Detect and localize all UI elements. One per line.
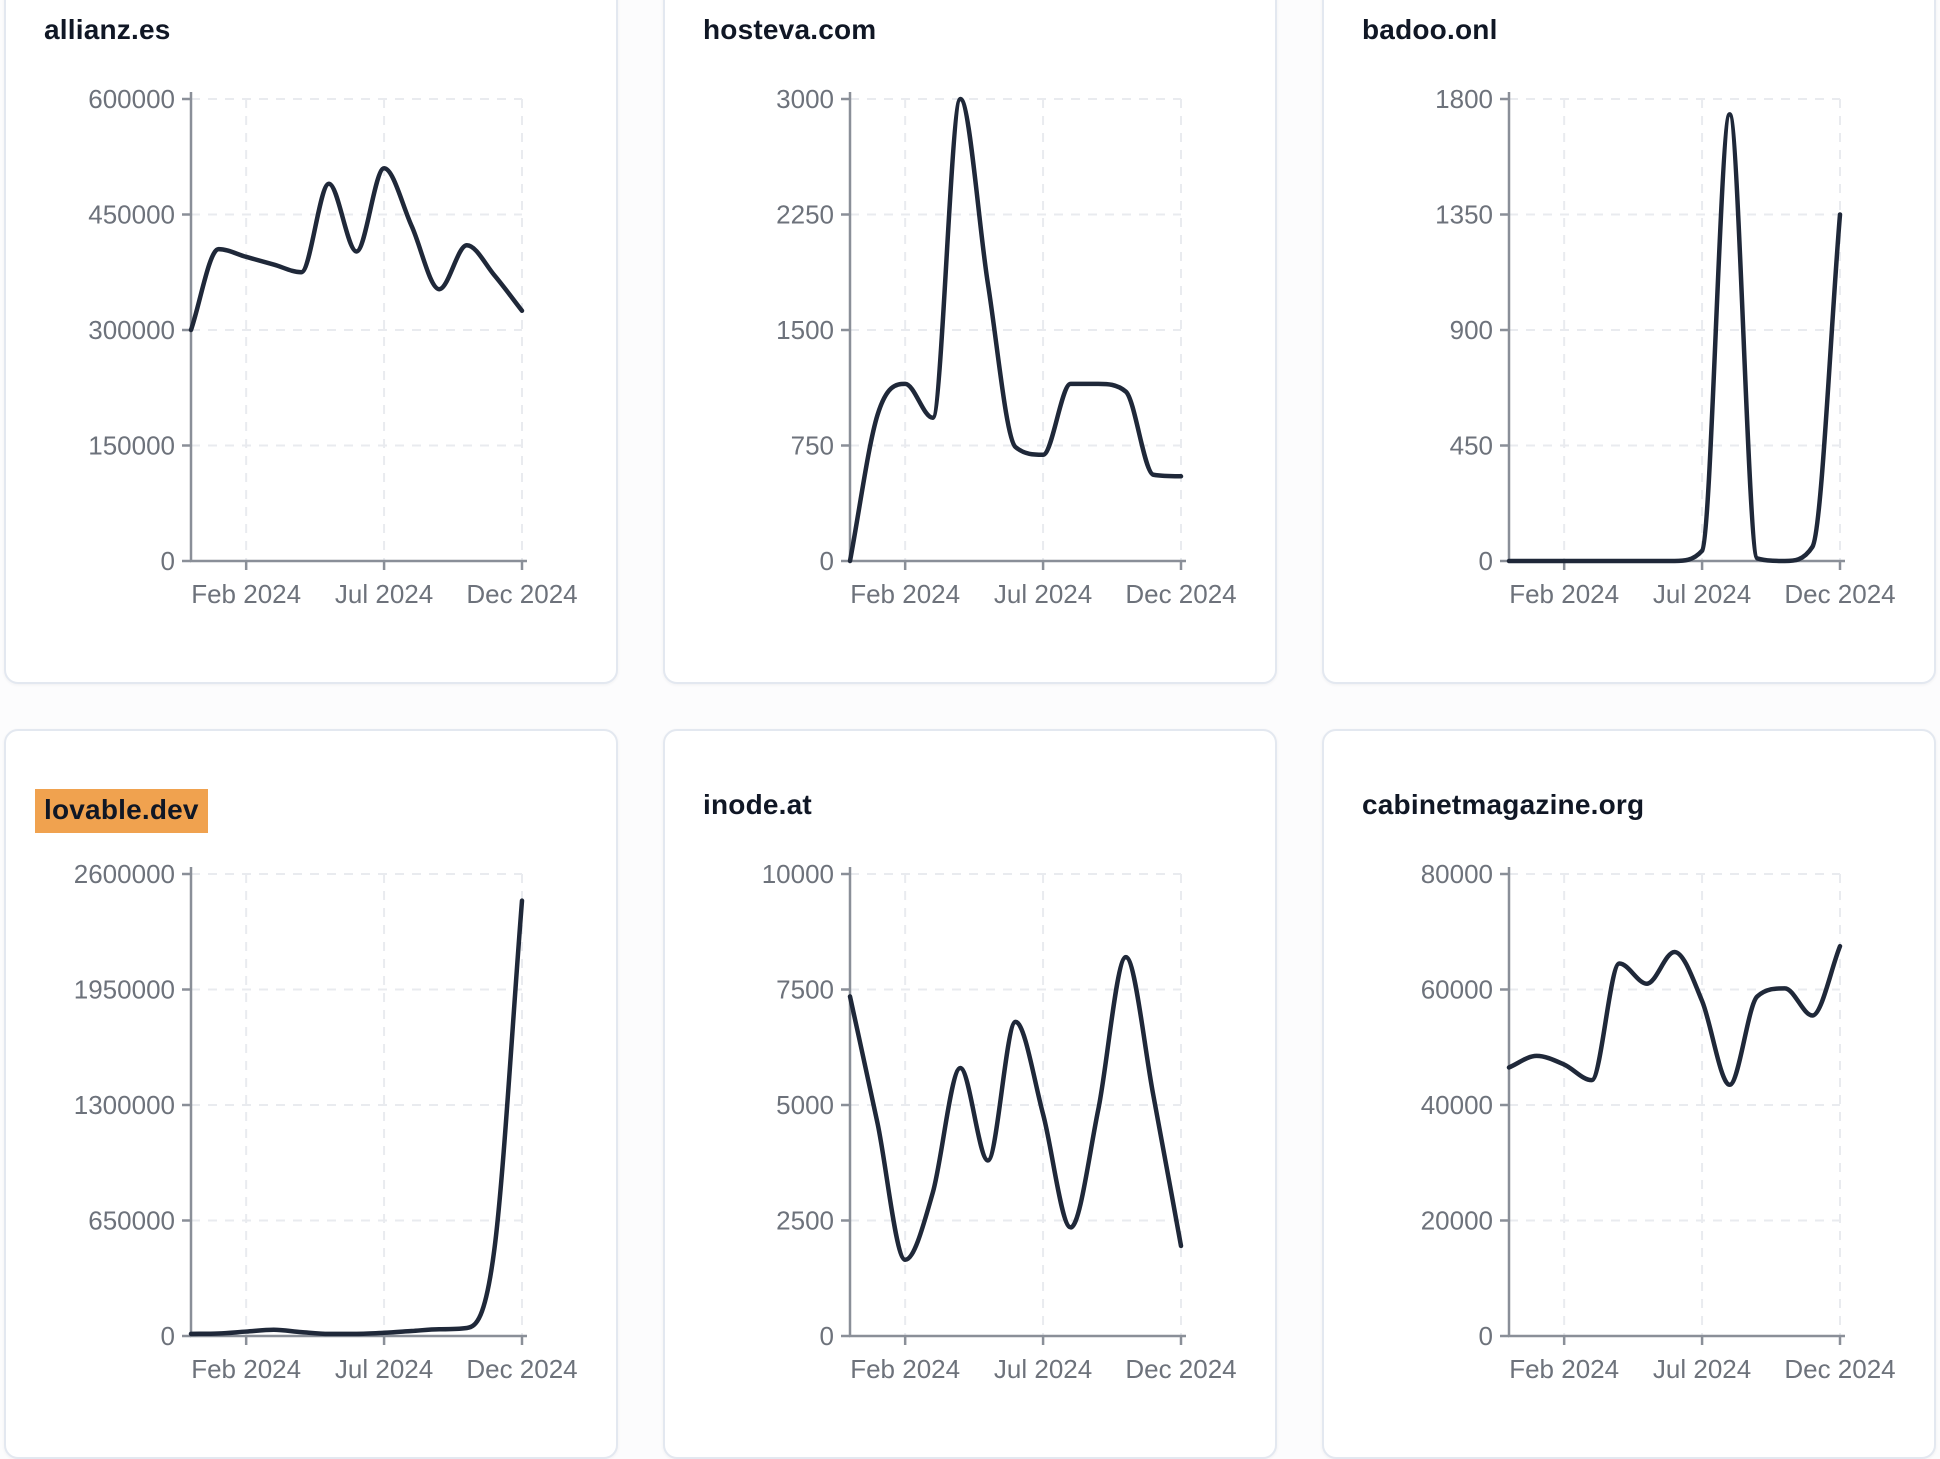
svg-text:0: 0 [820,1321,834,1351]
svg-text:1350: 1350 [1435,200,1493,230]
chart-card: lovable.dev 0 650000 1300000 1950000 2600000… [4,729,618,1459]
chart-title-text: cabinetmagazine.org [1362,789,1645,820]
chart-title-text: badoo.onl [1362,14,1498,45]
svg-text:1800: 1800 [1435,84,1493,114]
svg-text:0: 0 [161,1321,175,1351]
svg-text:900: 900 [1450,315,1493,345]
svg-text:0: 0 [820,546,834,576]
svg-text:Dec 2024: Dec 2024 [1784,579,1895,609]
line-chart[interactable]: 0 150000 300000 450000 600000 Feb 2024 Jul 202… [6,0,618,684]
svg-text:Dec 2024: Dec 2024 [1125,579,1236,609]
svg-text:2500: 2500 [776,1206,834,1236]
svg-text:Feb 2024: Feb 2024 [850,579,960,609]
svg-text:40000: 40000 [1421,1090,1493,1120]
chart-card: hosteva.com 0 750 1500 2250 3000 Feb 2024 Jul … [663,0,1277,684]
svg-text:650000: 650000 [88,1206,175,1236]
svg-text:20000: 20000 [1421,1206,1493,1236]
svg-text:60000: 60000 [1421,975,1493,1005]
svg-text:450000: 450000 [88,200,175,230]
svg-text:Dec 2024: Dec 2024 [1125,1354,1236,1384]
chart-card: allianz.es 0 150000 300000 450000 600000 Feb … [4,0,618,684]
svg-text:0: 0 [161,546,175,576]
svg-text:2250: 2250 [776,200,834,230]
chart-title: lovable.dev [35,789,208,833]
chart-title: allianz.es [44,14,171,46]
svg-text:300000: 300000 [88,315,175,345]
svg-text:Dec 2024: Dec 2024 [466,579,577,609]
chart-title: badoo.onl [1362,14,1498,46]
chart-card: badoo.onl 0 450 900 1350 1800 Feb 2024 Jul 202… [1322,0,1936,684]
svg-text:Jul 2024: Jul 2024 [994,579,1092,609]
svg-text:3000: 3000 [776,84,834,114]
chart-title: inode.at [703,789,812,821]
chart-card: cabinetmagazine.org 0 20000 40000 60000 8000… [1322,729,1936,1459]
svg-text:0: 0 [1479,1321,1493,1351]
svg-text:1950000: 1950000 [74,975,175,1005]
svg-text:Feb 2024: Feb 2024 [191,1354,301,1384]
chart-title-text: lovable.dev [35,789,208,833]
line-chart[interactable]: 0 2500 5000 7500 10000 Feb 2024 Jul 2024 Dec 20… [665,731,1277,1459]
svg-text:Dec 2024: Dec 2024 [466,1354,577,1384]
line-chart[interactable]: 0 750 1500 2250 3000 Feb 2024 Jul 2024 Dec 2024 [665,0,1277,684]
chart-card: inode.at 0 2500 5000 7500 10000 Feb 2024 Jul 2… [663,729,1277,1459]
chart-title-text: inode.at [703,789,812,820]
svg-text:1300000: 1300000 [74,1090,175,1120]
svg-text:Jul 2024: Jul 2024 [1653,579,1751,609]
svg-text:750: 750 [791,431,834,461]
chart-title: cabinetmagazine.org [1362,789,1644,821]
chart-title-text: allianz.es [44,14,171,45]
chart-title-text: hosteva.com [703,14,877,45]
line-chart[interactable]: 0 650000 1300000 1950000 2600000 Feb 2024 Jul … [6,731,618,1459]
line-chart[interactable]: 0 450 900 1350 1800 Feb 2024 Jul 2024 Dec 2024 [1324,0,1936,684]
svg-text:10000: 10000 [762,859,834,889]
svg-text:0: 0 [1479,546,1493,576]
svg-text:600000: 600000 [88,84,175,114]
svg-text:Feb 2024: Feb 2024 [850,1354,960,1384]
svg-text:150000: 150000 [88,431,175,461]
svg-text:Jul 2024: Jul 2024 [1653,1354,1751,1384]
line-chart[interactable]: 0 20000 40000 60000 80000 Feb 2024 Jul 2024 Dec… [1324,731,1936,1459]
svg-text:7500: 7500 [776,975,834,1005]
chart-title: hosteva.com [703,14,876,46]
svg-text:Jul 2024: Jul 2024 [994,1354,1092,1384]
svg-text:Feb 2024: Feb 2024 [1509,1354,1619,1384]
svg-text:Dec 2024: Dec 2024 [1784,1354,1895,1384]
svg-text:450: 450 [1450,431,1493,461]
svg-text:Feb 2024: Feb 2024 [1509,579,1619,609]
svg-text:5000: 5000 [776,1090,834,1120]
svg-text:80000: 80000 [1421,859,1493,889]
svg-text:Feb 2024: Feb 2024 [191,579,301,609]
svg-text:1500: 1500 [776,315,834,345]
svg-text:2600000: 2600000 [74,859,175,889]
svg-text:Jul 2024: Jul 2024 [335,1354,433,1384]
svg-text:Jul 2024: Jul 2024 [335,579,433,609]
